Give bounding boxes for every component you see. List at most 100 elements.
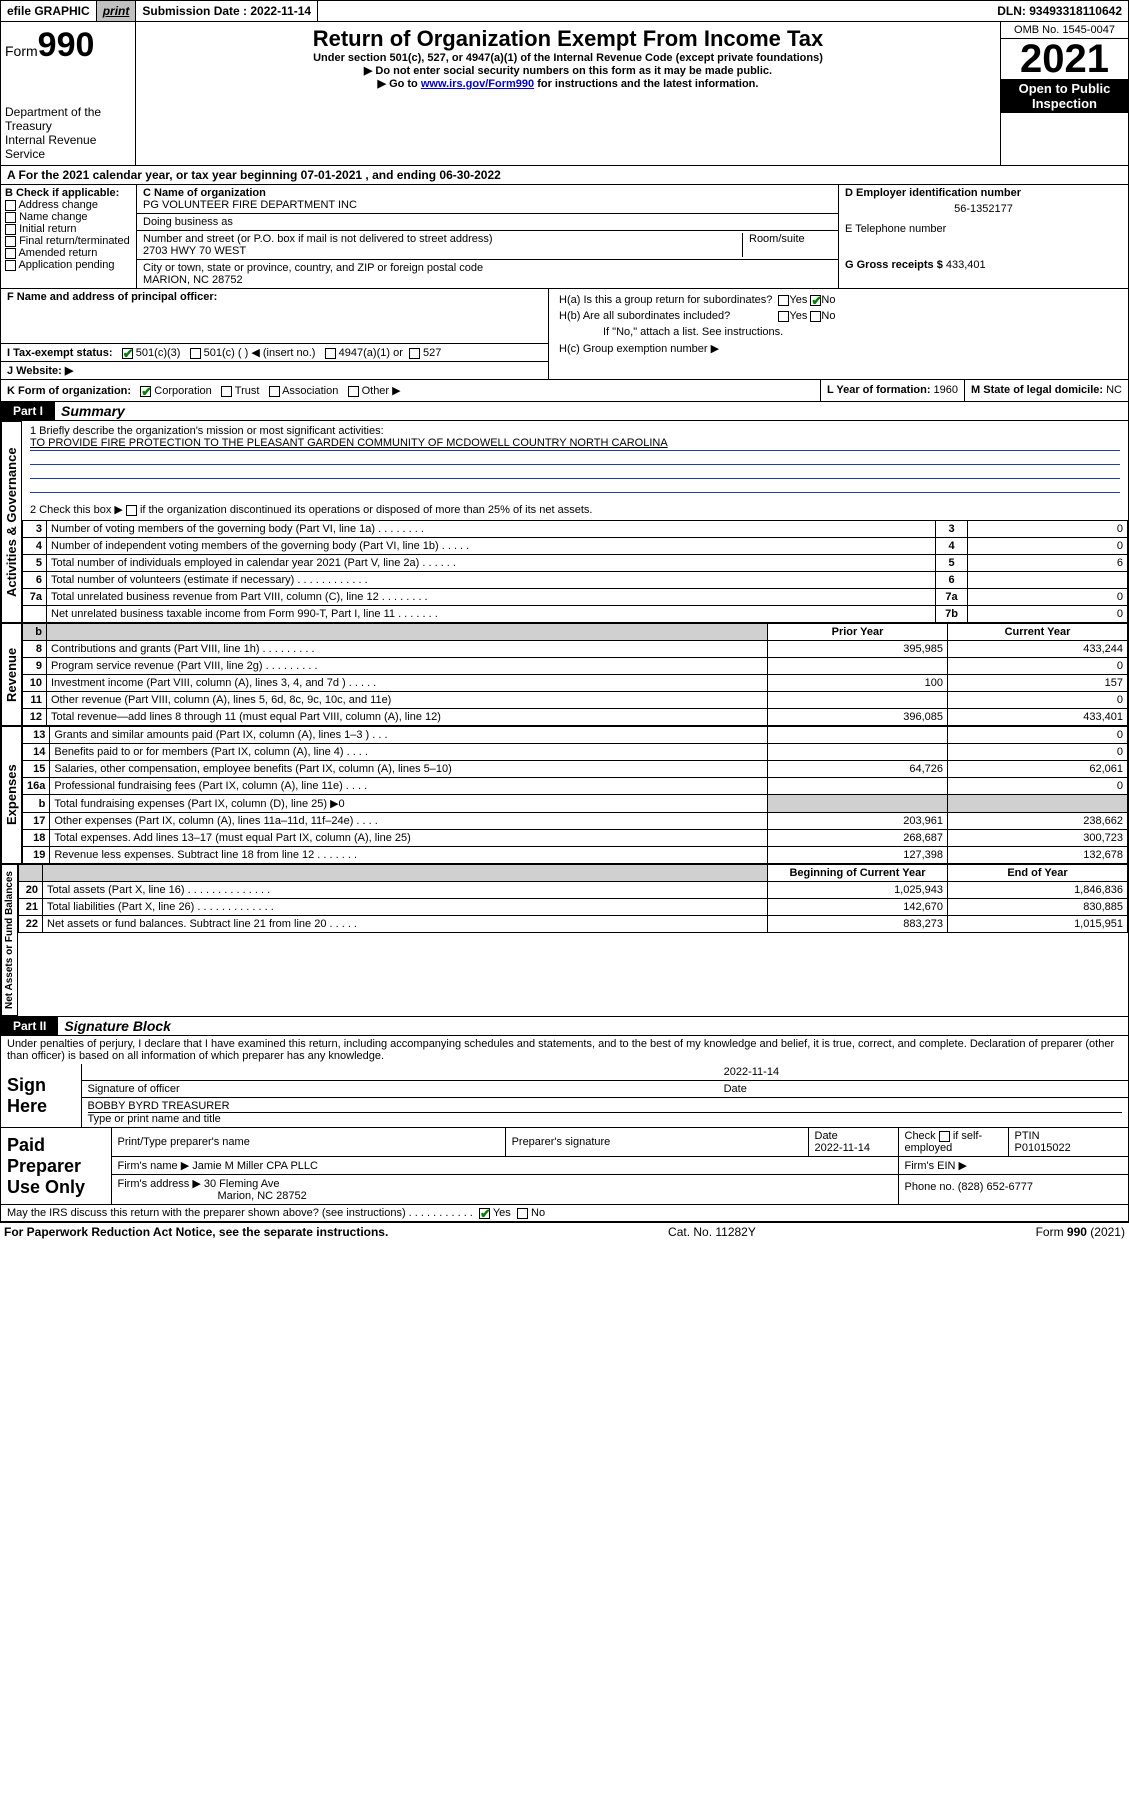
- sig-declaration: Under penalties of perjury, I declare th…: [1, 1036, 1128, 1064]
- officer-name: BOBBY BYRD TREASURER: [88, 1100, 1123, 1112]
- firm-addr: 30 Fleming Ave: [204, 1178, 280, 1190]
- chk-527[interactable]: [409, 348, 420, 359]
- ptin-label: PTIN: [1015, 1130, 1040, 1142]
- prep-date-label: Date: [815, 1130, 838, 1142]
- firm-phone-label: Phone no.: [905, 1181, 958, 1193]
- part-i-title: Summary: [55, 403, 125, 419]
- gov-table: 3Number of voting members of the governi…: [22, 520, 1128, 623]
- may-yes[interactable]: [479, 1208, 490, 1219]
- prep-sig-label: Preparer's signature: [505, 1128, 808, 1157]
- line-k-label: K Form of organization:: [7, 385, 131, 397]
- footer-cat: Cat. No. 11282Y: [668, 1225, 756, 1239]
- chk-501c3[interactable]: [122, 348, 133, 359]
- chk-address[interactable]: Address change: [5, 199, 132, 211]
- line-j: J Website: ▶: [1, 361, 548, 379]
- chk-initial[interactable]: Initial return: [5, 223, 132, 235]
- city: MARION, NC 28752: [143, 274, 243, 286]
- col-c: C Name of organizationPG VOLUNTEER FIRE …: [136, 185, 838, 288]
- side-revenue: Revenue: [1, 623, 22, 726]
- chk-501c[interactable]: [190, 348, 201, 359]
- open-public: Open to Public Inspection: [1001, 79, 1128, 113]
- irs-link[interactable]: www.irs.gov/Form990: [421, 78, 534, 90]
- sig-date: 2022-11-14: [718, 1064, 1128, 1081]
- brief-q1: 1 Briefly describe the organization's mi…: [30, 425, 1120, 437]
- sig-officer-line: Signature of officer: [81, 1081, 718, 1098]
- line-klm: K Form of organization: Corporation Trus…: [0, 380, 1129, 402]
- may-no[interactable]: [517, 1208, 528, 1219]
- firm-name: Jamie M Miller CPA PLLC: [192, 1160, 318, 1172]
- h-b-note: If "No," attach a list. See instructions…: [557, 325, 837, 339]
- firm-addr-label: Firm's address ▶: [118, 1178, 201, 1190]
- chk-amended[interactable]: Amended return: [5, 247, 132, 259]
- side-netassets: Net Assets or Fund Balances: [1, 864, 18, 1016]
- sig-date-label: Date: [718, 1081, 1128, 1098]
- ein-label: D Employer identification number: [845, 187, 1021, 199]
- chk-self-employed[interactable]: [939, 1131, 950, 1142]
- submission-date: Submission Date : 2022-11-14: [136, 1, 318, 21]
- gross-receipts: 433,401: [946, 259, 986, 271]
- h-a: H(a) Is this a group return for subordin…: [557, 293, 774, 307]
- line-a: A For the 2021 calendar year, or tax yea…: [0, 166, 1129, 185]
- form-subtitle: Under section 501(c), 527, or 4947(a)(1)…: [140, 52, 996, 64]
- col-b: B Check if applicable: Address change Na…: [1, 185, 136, 288]
- sec-activities: Activities & Governance 1 Briefly descri…: [0, 421, 1129, 623]
- footer-pra: For Paperwork Reduction Act Notice, see …: [4, 1225, 388, 1239]
- ein: 56-1352177: [845, 199, 1122, 219]
- dept-treasury: Department of the TreasuryInternal Reven…: [5, 105, 131, 161]
- phone: [845, 235, 1122, 255]
- print-button[interactable]: print: [97, 1, 137, 21]
- hb-no[interactable]: [810, 311, 821, 322]
- org-name: PG VOLUNTEER FIRE DEPARTMENT INC: [143, 199, 357, 211]
- dba: Doing business as: [137, 213, 838, 230]
- hb-yes[interactable]: [778, 311, 789, 322]
- chk-other[interactable]: [348, 386, 359, 397]
- ptin: P01015022: [1015, 1142, 1071, 1154]
- city-label: City or town, state or province, country…: [143, 262, 483, 274]
- brief-q2: 2 Check this box ▶ if the organization d…: [30, 503, 1120, 516]
- tax-year: 2021: [1001, 39, 1128, 79]
- street-label: Number and street (or P.O. box if mail i…: [143, 233, 493, 245]
- ha-yes[interactable]: [778, 295, 789, 306]
- sec-expenses: Expenses 13Grants and similar amounts pa…: [0, 726, 1129, 864]
- firm-city: Marion, NC 28752: [118, 1190, 307, 1202]
- topbar: efile GRAPHIC print Submission Date : 20…: [0, 0, 1129, 22]
- sec-revenue: Revenue bPrior YearCurrent Year8Contribu…: [0, 623, 1129, 726]
- chk-final[interactable]: Final return/terminated: [5, 235, 132, 247]
- chk-trust[interactable]: [221, 386, 232, 397]
- footer-form: Form 990 (2021): [1036, 1225, 1125, 1239]
- exp-table: 13Grants and similar amounts paid (Part …: [22, 726, 1128, 864]
- chk-pending[interactable]: Application pending: [5, 259, 132, 271]
- name-label: C Name of organization: [143, 187, 266, 199]
- officer-type: Type or print name and title: [88, 1112, 1123, 1125]
- goto-link-row: ▶ Go to www.irs.gov/Form990 for instruct…: [140, 77, 996, 90]
- col-b-label: B Check if applicable:: [5, 187, 132, 199]
- chk-corp[interactable]: [140, 386, 151, 397]
- paid-preparer: Paid Preparer Use Only: [7, 1135, 105, 1198]
- footer: For Paperwork Reduction Act Notice, see …: [0, 1222, 1129, 1241]
- sign-here: Sign Here: [7, 1075, 75, 1117]
- firm-ein: Firm's EIN ▶: [898, 1157, 1128, 1175]
- part-i-hdr: Part I: [1, 402, 55, 420]
- prep-name-label: Print/Type preparer's name: [111, 1128, 505, 1157]
- side-activities: Activities & Governance: [1, 421, 22, 623]
- firm-name-label: Firm's name ▶: [118, 1160, 190, 1172]
- street: 2703 HWY 70 WEST: [143, 245, 246, 257]
- chk-4947[interactable]: [325, 348, 336, 359]
- chk-discontinued[interactable]: [126, 505, 137, 516]
- line-h: H(a) Is this a group return for subordin…: [549, 289, 845, 360]
- form-title: Return of Organization Exempt From Incom…: [140, 26, 996, 52]
- side-expenses: Expenses: [1, 726, 22, 864]
- phone-label: E Telephone number: [845, 223, 946, 235]
- dln: DLN: 93493318110642: [991, 1, 1128, 21]
- chk-assoc[interactable]: [269, 386, 280, 397]
- chk-name[interactable]: Name change: [5, 211, 132, 223]
- line-l: L Year of formation: 1960: [820, 380, 964, 401]
- line-i: I Tax-exempt status: 501(c)(3) 501(c) ( …: [1, 343, 548, 361]
- firm-phone: (828) 652-6777: [958, 1181, 1033, 1193]
- block-bcdeg: B Check if applicable: Address change Na…: [0, 185, 1129, 289]
- part-ii-hdr: Part II: [1, 1017, 58, 1035]
- block-fhijk: F Name and address of principal officer:…: [0, 289, 1129, 380]
- part-ii-bar: Part II Signature Block: [0, 1017, 1129, 1036]
- ha-no[interactable]: [810, 295, 821, 306]
- may-discuss: May the IRS discuss this return with the…: [1, 1204, 1128, 1221]
